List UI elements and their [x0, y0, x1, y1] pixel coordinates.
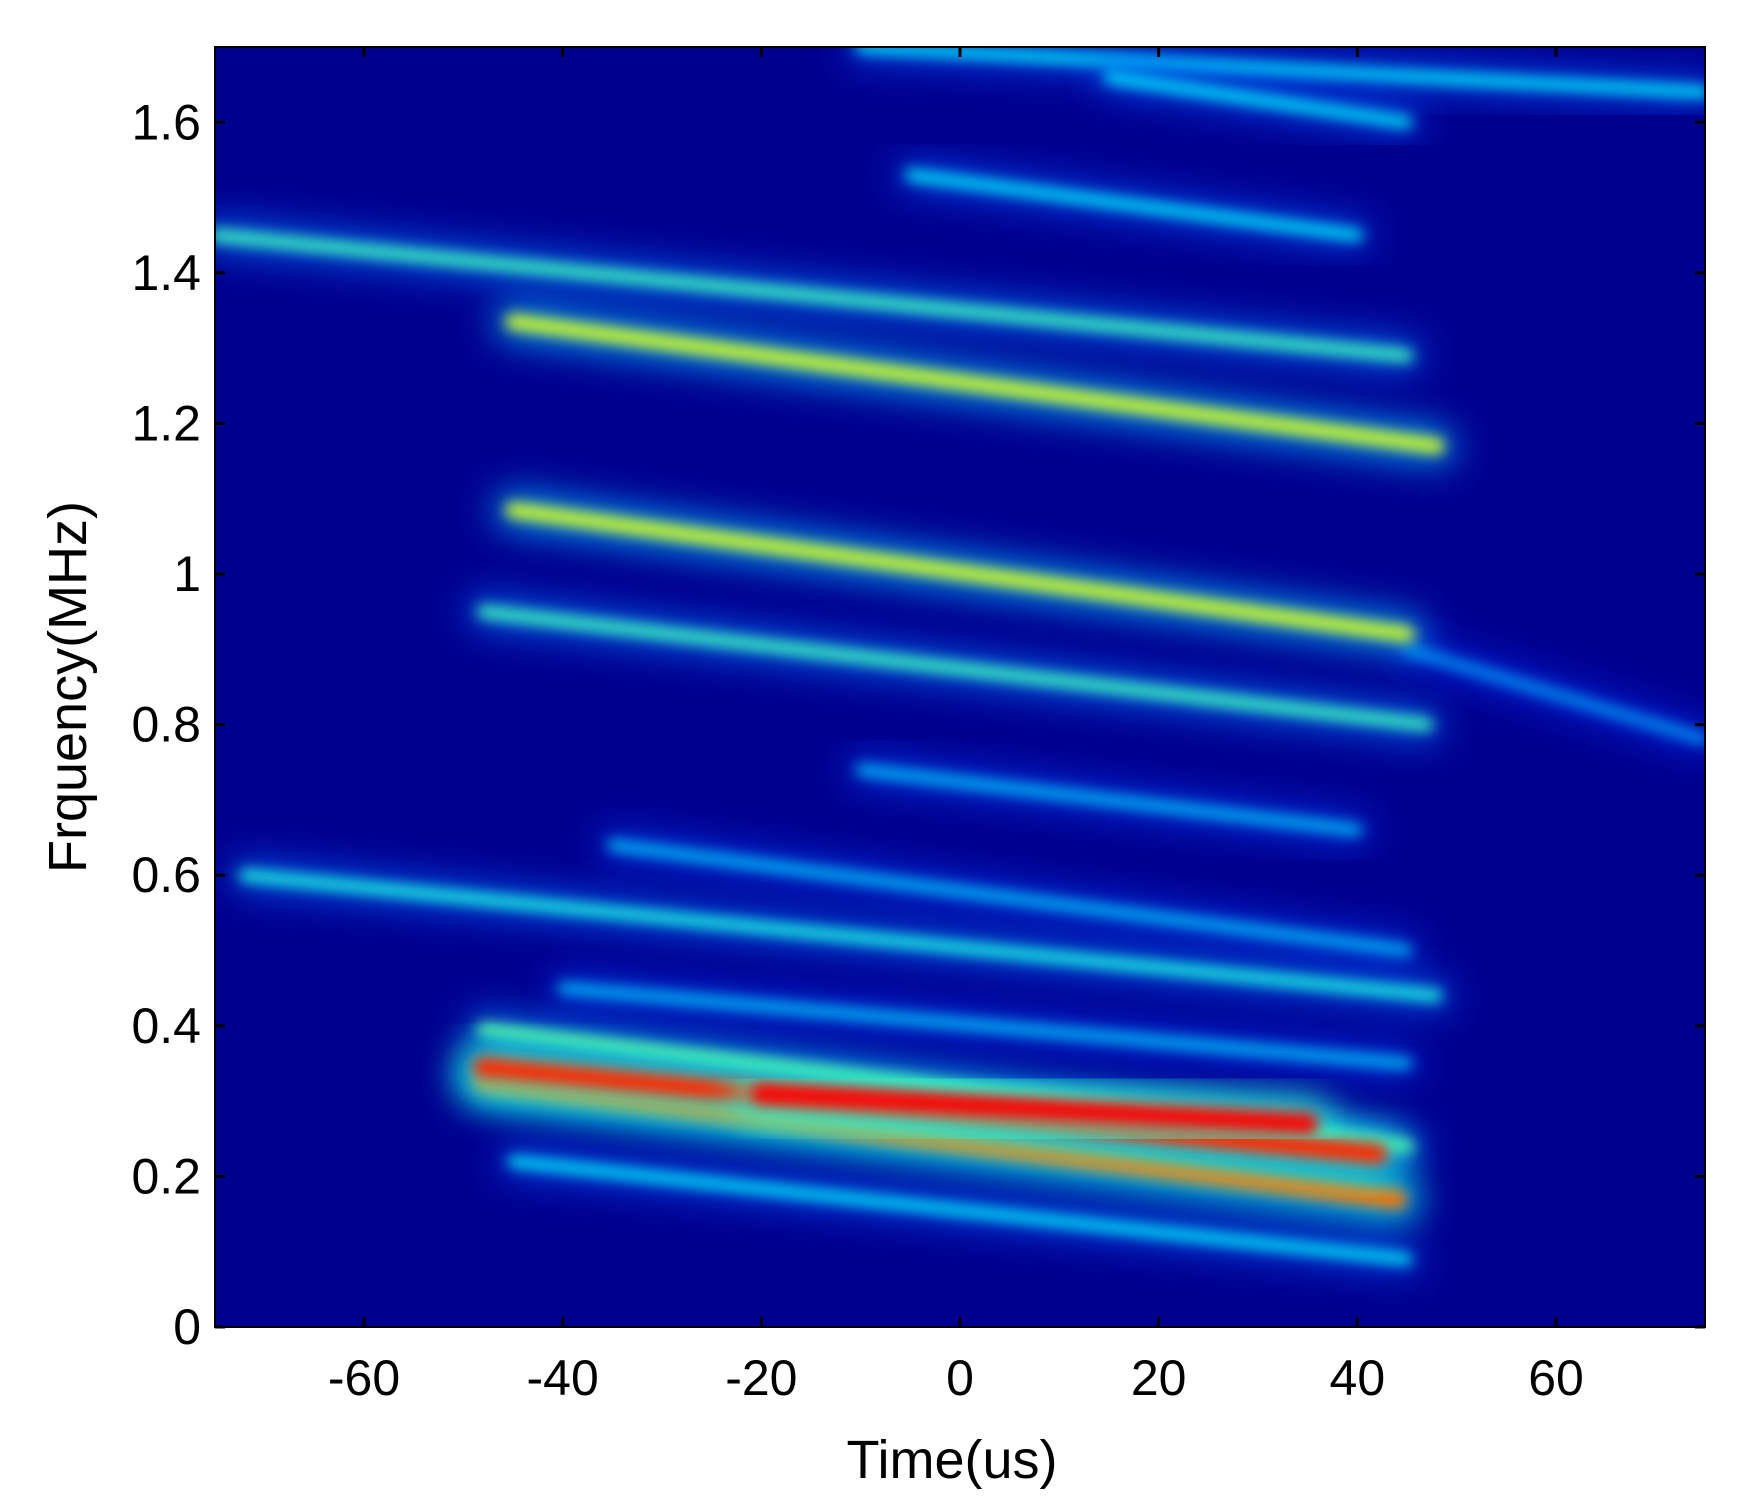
heatmap-ridge — [239, 869, 1443, 1002]
x-tick-label: 0 — [946, 1350, 974, 1406]
y-tick-label: 1.6 — [131, 94, 201, 150]
heatmap-ridge — [750, 1082, 1319, 1135]
x-tick-label: -60 — [328, 1350, 400, 1406]
y-axis-label: Frquency(MHz) — [38, 501, 98, 873]
y-axis: 0 0.2 0.4 0.6 0.8 1 1.2 1.4 1.6 — [131, 94, 1705, 1355]
x-tick-label: 20 — [1131, 1350, 1187, 1406]
heatmap-ridge — [505, 314, 1445, 454]
y-tick-label: 0.4 — [131, 998, 201, 1054]
heatmap-layer — [215, 47, 1705, 1273]
heatmap-ridge — [855, 47, 1705, 98]
y-tick-label: 0 — [173, 1299, 201, 1355]
heatmap-ridge — [557, 983, 1412, 1069]
y-tick-label: 0.6 — [131, 847, 201, 903]
x-tick-label: 40 — [1330, 1350, 1386, 1406]
x-axis: -60 -40 -20 0 20 40 60 — [328, 47, 1584, 1406]
x-tick-label: 60 — [1528, 1350, 1584, 1406]
heatmap-ridge — [855, 764, 1363, 836]
heatmap-ridge — [904, 169, 1363, 241]
x-axis-label: Time(us) — [847, 1430, 1058, 1490]
heatmap-ridge — [607, 840, 1412, 956]
heatmap-ridge — [1402, 644, 1705, 745]
heatmap-ridge — [1103, 71, 1413, 128]
x-tick-label: -40 — [527, 1350, 599, 1406]
y-tick-label: 1.2 — [131, 395, 201, 451]
heatmap-ridge — [215, 229, 1414, 362]
y-tick-label: 1 — [173, 546, 201, 602]
heatmap-ridge — [507, 1155, 1413, 1265]
x-tick-label: -20 — [725, 1350, 797, 1406]
y-tick-label: 0.8 — [131, 697, 201, 753]
y-tick-label: 0.2 — [131, 1148, 201, 1204]
y-tick-label: 1.4 — [131, 245, 201, 301]
heatmap-ridge — [477, 605, 1434, 731]
heatmap-ridge — [505, 502, 1415, 643]
